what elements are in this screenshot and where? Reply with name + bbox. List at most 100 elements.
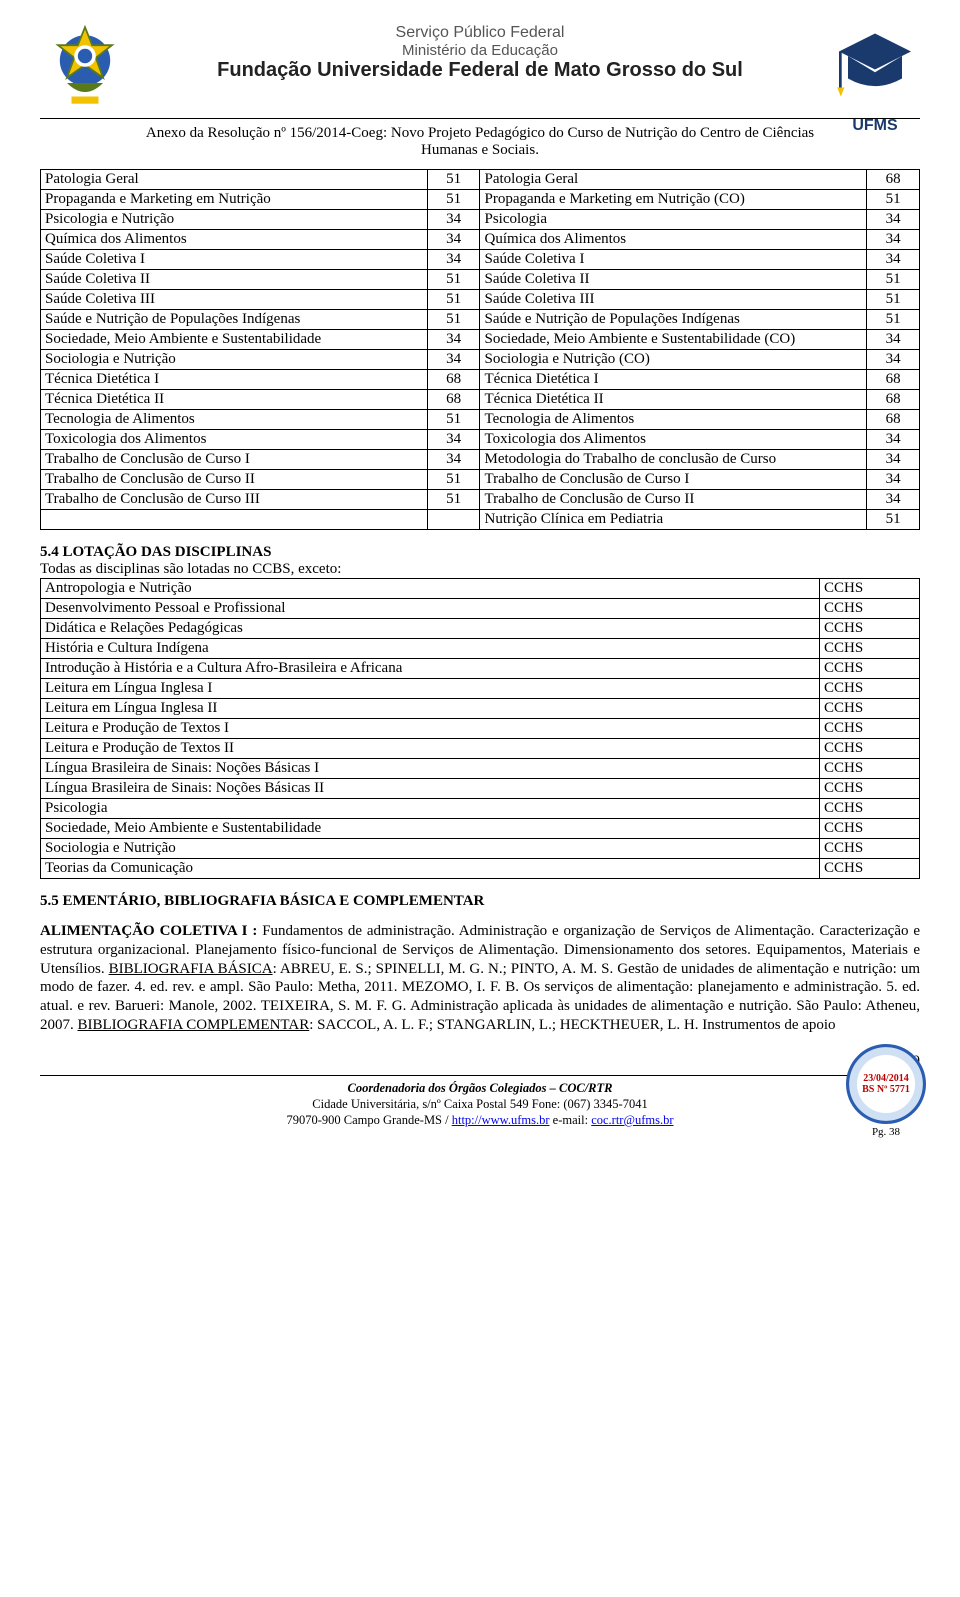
hours-cell: 34: [427, 330, 480, 350]
stamp-date: 23/04/2014: [863, 1073, 909, 1084]
discipline-cell: Trabalho de Conclusão de Curso II: [480, 490, 867, 510]
table-row: História e Cultura IndígenaCCHS: [41, 639, 920, 659]
header-line3: Fundação Universidade Federal de Mato Gr…: [140, 59, 820, 82]
stamp-bs: BS Nº 5771: [862, 1084, 910, 1095]
discipline-cell: Saúde Coletiva II: [41, 270, 428, 290]
discipline-cell: Leitura em Língua Inglesa II: [41, 699, 820, 719]
page-header: Serviço Público Federal Ministério da Ed…: [40, 20, 920, 110]
discipline-cell: Técnica Dietética I: [480, 370, 867, 390]
hours-cell: 51: [427, 290, 480, 310]
brazil-coat-of-arms-icon: [40, 20, 130, 110]
hours-cell: 68: [867, 390, 920, 410]
discipline-cell: Saúde Coletiva I: [41, 250, 428, 270]
header-line2: Ministério da Educação: [140, 42, 820, 59]
location-cell: CCHS: [820, 639, 920, 659]
location-cell: CCHS: [820, 739, 920, 759]
footer-link2[interactable]: coc.rtr@ufms.br: [591, 1113, 673, 1127]
hours-cell: 34: [427, 210, 480, 230]
hours-cell: 68: [427, 390, 480, 410]
table-row: Toxicologia dos Alimentos34Toxicologia d…: [41, 430, 920, 450]
ementa-body3: : SACCOL, A. L. F.; STANGARLIN, L.; HECK…: [309, 1017, 835, 1033]
bib-basica-label: BIBLIOGRAFIA BÁSICA: [109, 961, 273, 977]
location-cell: CCHS: [820, 679, 920, 699]
discipline-cell: Psicologia: [41, 799, 820, 819]
footer-line1: Coordenadoria dos Órgãos Colegiados – CO…: [348, 1081, 613, 1095]
discipline-cell: Antropologia e Nutrição: [41, 579, 820, 599]
annex-line2: Humanas e Sociais.: [421, 142, 539, 158]
section-54-note: Todas as disciplinas são lotadas no CCBS…: [40, 561, 920, 578]
discipline-cell: Técnica Dietética II: [480, 390, 867, 410]
discipline-cell: Trabalho de Conclusão de Curso I: [480, 470, 867, 490]
hours-cell: 34: [867, 430, 920, 450]
location-cell: CCHS: [820, 779, 920, 799]
hours-cell: 51: [427, 470, 480, 490]
discipline-cell: Tecnologia de Alimentos: [480, 410, 867, 430]
discipline-cell: Saúde Coletiva I: [480, 250, 867, 270]
discipline-cell: Sociedade, Meio Ambiente e Sustentabilid…: [41, 330, 428, 350]
table-row: Patologia Geral51Patologia Geral68: [41, 170, 920, 190]
annex-line1: Anexo da Resolução nº 156/2014-Coeg: Nov…: [146, 125, 814, 141]
lotacao-table: Antropologia e NutriçãoCCHSDesenvolvimen…: [40, 578, 920, 879]
table-row: Psicologia e Nutrição34Psicologia34: [41, 210, 920, 230]
location-cell: CCHS: [820, 799, 920, 819]
hours-cell: 34: [867, 250, 920, 270]
hours-cell: 51: [867, 270, 920, 290]
table-row: Trabalho de Conclusão de Curso III51Trab…: [41, 490, 920, 510]
table-row: Desenvolvimento Pessoal e ProfissionalCC…: [41, 599, 920, 619]
discipline-cell: Trabalho de Conclusão de Curso I: [41, 450, 428, 470]
location-cell: CCHS: [820, 759, 920, 779]
table-row: Sociedade, Meio Ambiente e Sustentabilid…: [41, 819, 920, 839]
discipline-cell: Tecnologia de Alimentos: [41, 410, 428, 430]
service-bulletin-stamp-icon: 23/04/2014 BS Nº 5771 Pg. 38: [842, 1044, 930, 1138]
location-cell: CCHS: [820, 699, 920, 719]
hours-cell: 51: [427, 410, 480, 430]
table-row: Técnica Dietética II68Técnica Dietética …: [41, 390, 920, 410]
discipline-cell: Propaganda e Marketing em Nutrição: [41, 190, 428, 210]
hours-cell: 51: [427, 170, 480, 190]
table-row: Trabalho de Conclusão de Curso I34Metodo…: [41, 450, 920, 470]
table-row: Língua Brasileira de Sinais: Noções Bási…: [41, 779, 920, 799]
discipline-cell: Saúde Coletiva II: [480, 270, 867, 290]
header-rule: [40, 118, 920, 119]
discipline-cell: Saúde e Nutrição de Populações Indígenas: [480, 310, 867, 330]
footer-link1[interactable]: http://www.ufms.br: [452, 1113, 550, 1127]
footer-text: Coordenadoria dos Órgãos Colegiados – CO…: [40, 1080, 920, 1129]
table-row: Língua Brasileira de Sinais: Noções Bási…: [41, 759, 920, 779]
location-cell: CCHS: [820, 619, 920, 639]
discipline-cell: Trabalho de Conclusão de Curso III: [41, 490, 428, 510]
bib-compl-label: BIBLIOGRAFIA COMPLEMENTAR: [78, 1017, 310, 1033]
disciplines-table: Patologia Geral51Patologia Geral68Propag…: [40, 169, 920, 530]
hours-cell: 34: [867, 450, 920, 470]
hours-cell: 34: [867, 210, 920, 230]
table-row: Sociedade, Meio Ambiente e Sustentabilid…: [41, 330, 920, 350]
hours-cell: 34: [427, 430, 480, 450]
table-row: Saúde Coletiva III51Saúde Coletiva III51: [41, 290, 920, 310]
discipline-cell: Desenvolvimento Pessoal e Profissional: [41, 599, 820, 619]
ufms-logo-icon: UFMS: [830, 20, 920, 110]
discipline-cell: História e Cultura Indígena: [41, 639, 820, 659]
hours-cell: 68: [867, 170, 920, 190]
discipline-cell: Língua Brasileira de Sinais: Noções Bási…: [41, 779, 820, 799]
hours-cell: 68: [867, 410, 920, 430]
discipline-cell: Leitura e Produção de Textos I: [41, 719, 820, 739]
location-cell: CCHS: [820, 659, 920, 679]
table-row: Didática e Relações PedagógicasCCHS: [41, 619, 920, 639]
hours-cell: 68: [427, 370, 480, 390]
table-row: Técnica Dietética I68Técnica Dietética I…: [41, 370, 920, 390]
discipline-cell: Técnica Dietética II: [41, 390, 428, 410]
table-row: Nutrição Clínica em Pediatria51: [41, 510, 920, 530]
hours-cell: 34: [427, 230, 480, 250]
discipline-cell: Química dos Alimentos: [480, 230, 867, 250]
discipline-cell: Teorias da Comunicação: [41, 859, 820, 879]
page-footer: 19 Coordenadoria dos Órgãos Colegiados –…: [40, 1075, 920, 1129]
discipline-cell: Língua Brasileira de Sinais: Noções Bási…: [41, 759, 820, 779]
discipline-cell: Toxicologia dos Alimentos: [41, 430, 428, 450]
hours-cell: 51: [427, 270, 480, 290]
discipline-cell: Sociologia e Nutrição: [41, 839, 820, 859]
hours-cell: 34: [427, 450, 480, 470]
table-row: Química dos Alimentos34Química dos Alime…: [41, 230, 920, 250]
hours-cell: 68: [867, 370, 920, 390]
discipline-cell: Psicologia: [480, 210, 867, 230]
table-row: PsicologiaCCHS: [41, 799, 920, 819]
table-row: Propaganda e Marketing em Nutrição51Prop…: [41, 190, 920, 210]
